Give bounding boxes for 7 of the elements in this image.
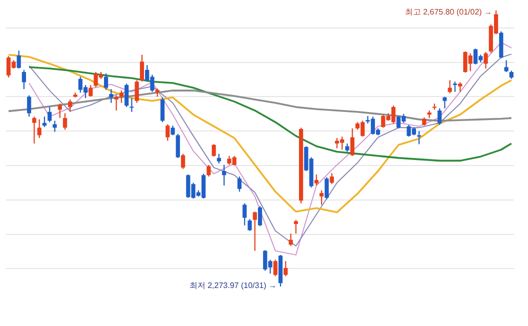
candlestick: [442, 96, 447, 108]
candlestick: [109, 89, 114, 103]
annotation: 최저 2,273.97 (10/31) →: [189, 280, 277, 290]
candlestick: [52, 120, 57, 132]
annotation: 최고 2,675.80 (01/02) →: [404, 7, 492, 16]
candlestick: [32, 116, 36, 144]
candlestick: [130, 98, 134, 112]
